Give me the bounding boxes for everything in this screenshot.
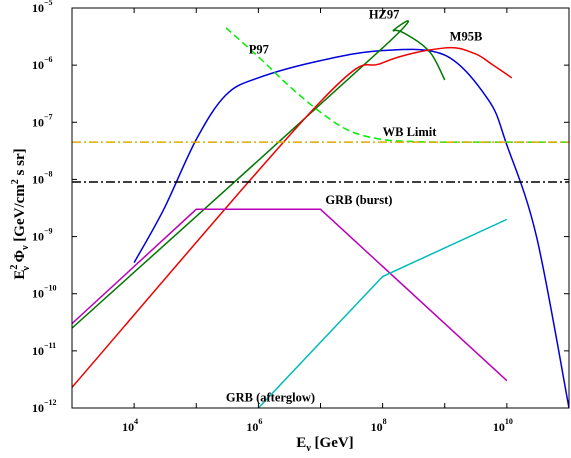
series-line-wb-limit xyxy=(225,27,569,143)
y-tick-label: 10−12 xyxy=(32,398,57,415)
annotation-wb-limit: WB Limit xyxy=(383,125,438,139)
y-tick-label: 10−7 xyxy=(32,112,53,129)
annotation-grb-afterglow: GRB (afterglow) xyxy=(226,390,315,404)
annotation-hz97: HZ97 xyxy=(369,8,400,22)
y-tick-label: 10−10 xyxy=(32,284,57,301)
axis-tick-labels: 104 106 108 1010 10−12 10−11 10−10 10−9 10−8 10−7… xyxy=(32,0,513,434)
y-axis-title: E2ν Φν [GeV/cm2 s sr] xyxy=(9,148,32,279)
series-line-hz97 xyxy=(72,20,446,329)
x-tick-label: 104 xyxy=(122,417,138,434)
annotation-m95b: M95B xyxy=(450,29,483,43)
x-tick-label: 108 xyxy=(371,417,387,434)
y-tick-label: 10−11 xyxy=(32,341,56,358)
y-tick-label: 10−8 xyxy=(32,169,53,186)
x-axis-title: Eν [GeV] xyxy=(296,435,353,454)
y-tick-label: 10−6 xyxy=(32,55,53,72)
annotation-p97: P97 xyxy=(249,42,269,56)
series-line-grb-burst xyxy=(72,208,508,382)
series-annotations: P97 HZ97 M95B WB Limit GRB (burst) GRB (after… xyxy=(226,8,482,405)
y-tick-label: 10−5 xyxy=(32,0,53,15)
axis-ticks xyxy=(71,7,570,409)
series-line-grb-afterglow xyxy=(257,218,508,408)
annotation-grb-burst: GRB (burst) xyxy=(325,193,392,207)
x-tick-label: 106 xyxy=(246,417,262,434)
plot-lines xyxy=(72,20,569,408)
series-line-m95b xyxy=(72,46,513,388)
y-tick-label: 10−9 xyxy=(32,227,53,244)
x-tick-label: 1010 xyxy=(493,417,513,434)
